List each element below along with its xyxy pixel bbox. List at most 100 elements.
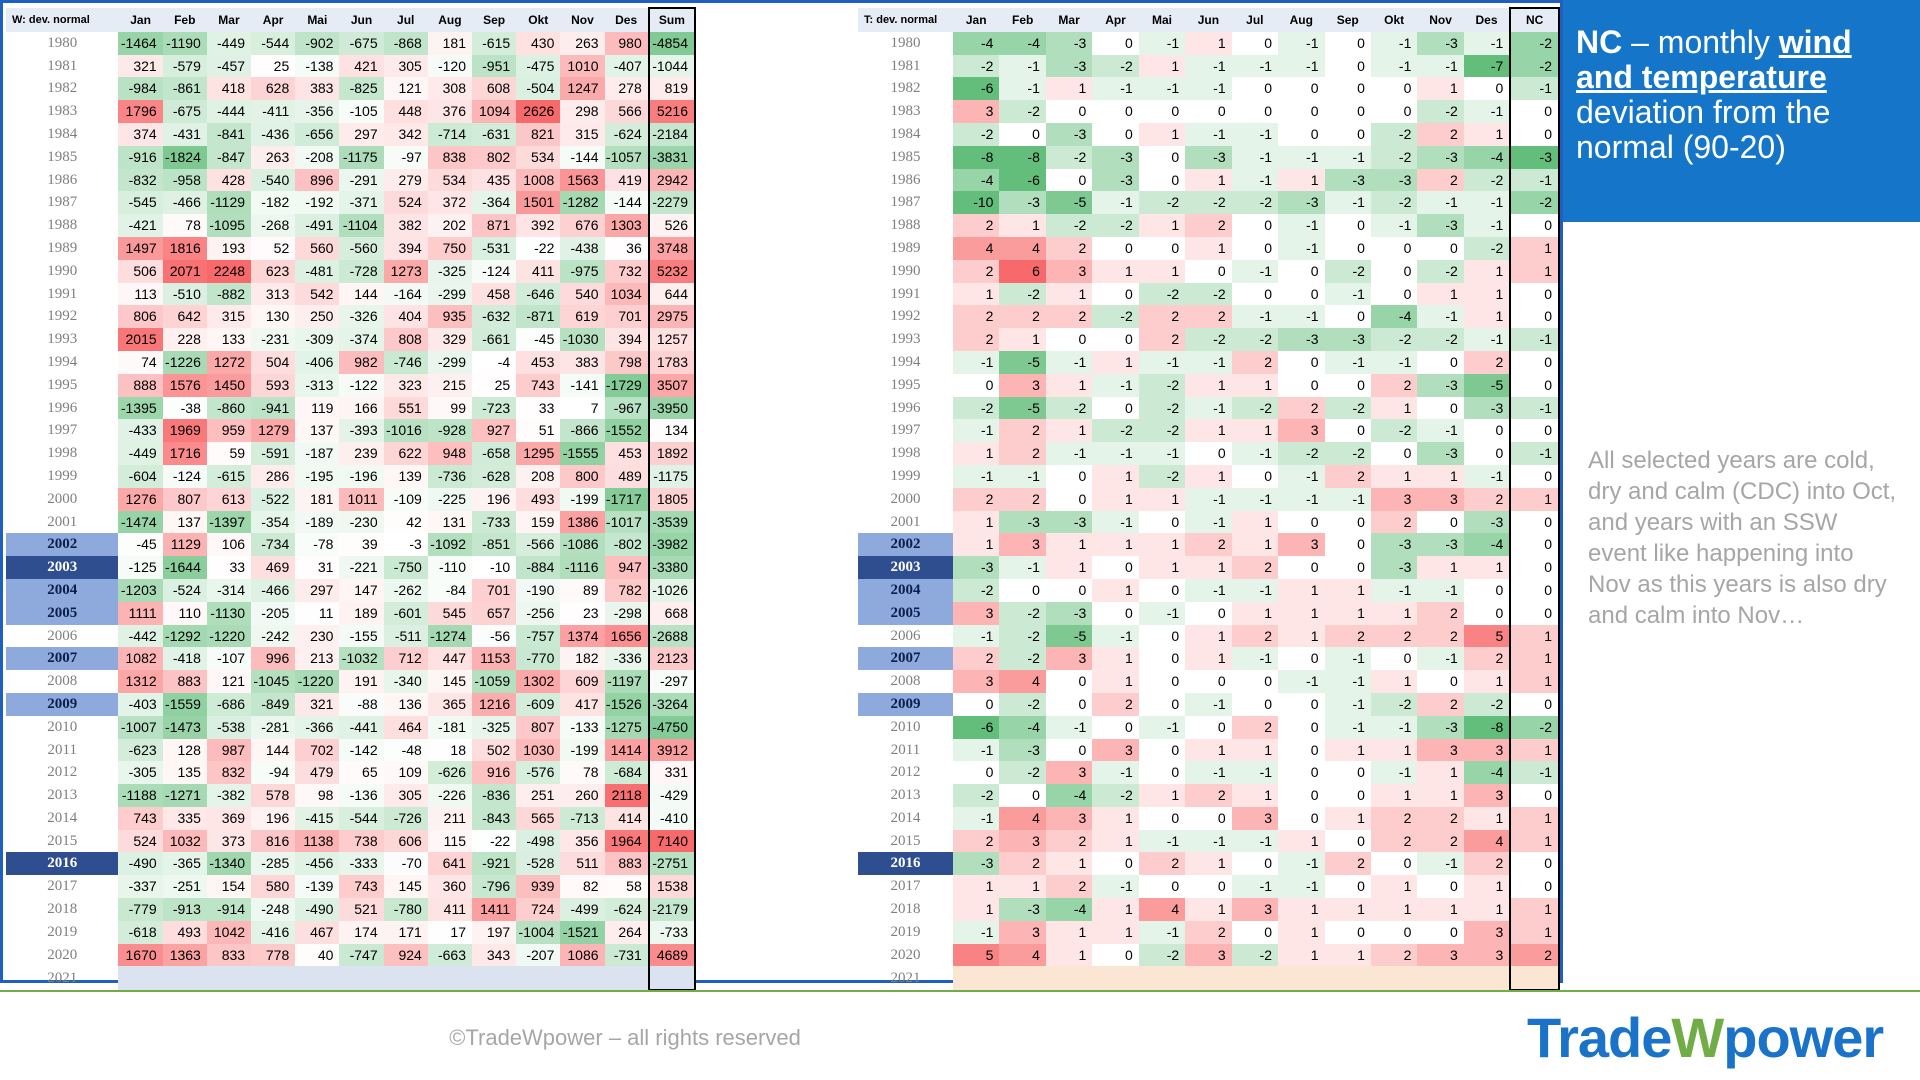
value-cell: 376 xyxy=(427,100,472,123)
value-cell: 0 xyxy=(1045,738,1093,762)
value-cell: 1 xyxy=(1463,282,1511,306)
value-cell: 418 xyxy=(206,77,252,101)
value-cell: 31 xyxy=(295,556,340,579)
value-cell: 1374 xyxy=(560,624,605,648)
value-cell xyxy=(999,966,1046,991)
value-cell: -2 xyxy=(1231,191,1279,215)
value-cell: 2 xyxy=(1045,305,1093,329)
sum-cell: 1 xyxy=(1509,920,1560,944)
value-cell: 3 xyxy=(1417,943,1464,967)
value-cell: 1 xyxy=(1231,738,1279,762)
value-cell: 51 xyxy=(516,419,561,443)
year-cell: 2001 xyxy=(47,513,78,530)
value-cell: -84 xyxy=(427,578,472,602)
value-cell: 1 xyxy=(1092,578,1139,602)
value-cell: 0 xyxy=(1231,852,1279,876)
value-cell: -528 xyxy=(516,852,561,876)
value-cell: 2248 xyxy=(206,259,252,283)
sum-cell: 0 xyxy=(1509,419,1560,443)
value-cell: 1094 xyxy=(471,100,517,123)
value-cell: 467 xyxy=(295,920,340,944)
value-cell: -1104 xyxy=(339,214,384,237)
value-cell: -1116 xyxy=(560,556,605,579)
value-cell: -604 xyxy=(118,464,163,488)
value-cell xyxy=(560,966,605,991)
wind-month-header: Feb xyxy=(162,8,207,32)
value-cell: 342 xyxy=(383,122,428,146)
value-cell: 3 xyxy=(1231,898,1279,921)
value-cell: -1086 xyxy=(560,533,605,557)
table-row: 2006 -442 -1292 -1220 -242 230 -155 -511 -1274 -5… xyxy=(6,624,697,648)
value-cell: 0 xyxy=(1045,328,1093,351)
value-cell: -6 xyxy=(953,715,1000,739)
value-cell: 0 xyxy=(1370,442,1418,465)
value-cell: 1 xyxy=(1185,852,1232,876)
value-cell: -1474 xyxy=(118,510,163,534)
value-cell: -3 xyxy=(1417,31,1464,55)
value-cell: 1964 xyxy=(604,829,649,853)
value-cell: 1 xyxy=(953,442,1000,465)
year-cell: 2004 xyxy=(858,578,953,602)
title-nc: NC xyxy=(1576,24,1623,60)
value-cell: -8 xyxy=(1463,715,1511,739)
value-cell: -1 xyxy=(1231,442,1279,465)
value-cell: 0 xyxy=(1278,77,1325,101)
value-cell: 1 xyxy=(1417,784,1464,807)
value-cell: 329 xyxy=(427,328,472,351)
value-cell: 2 xyxy=(1417,122,1464,146)
table-row: 2010 -6 -4 -1 0 -1 0 2 0 -1 -1 -3 -8 -2 xyxy=(858,715,1560,739)
value-cell: 419 xyxy=(604,168,649,192)
value-cell: -457 xyxy=(206,54,252,78)
value-cell: -444 xyxy=(206,100,252,123)
sum-cell: 1 xyxy=(1509,738,1560,762)
value-cell: -916 xyxy=(118,145,163,169)
value-cell: 1 xyxy=(1324,601,1371,625)
value-cell: -733 xyxy=(471,510,517,534)
table-row: 1996 -2 -5 -2 0 -2 -1 -2 2 -2 1 0 -3 -1 xyxy=(858,396,1560,420)
value-cell: 1 xyxy=(1185,624,1232,648)
value-cell: -1 xyxy=(953,464,1000,488)
value-cell: 3 xyxy=(1463,943,1511,967)
table-row: 2008 3 4 0 1 0 0 0 -1 -1 1 0 1 1 xyxy=(858,670,1560,693)
value-cell: -133 xyxy=(560,715,605,739)
year-cell: 1999 xyxy=(890,467,921,484)
value-cell: 239 xyxy=(339,442,384,465)
table-row: 2018 -779 -913 -914 -248 -490 521 -780 411 1411 72… xyxy=(6,898,697,921)
value-cell: -1 xyxy=(1185,122,1232,146)
wind-month-header: Apr xyxy=(251,8,296,32)
value-cell: 0 xyxy=(1045,100,1093,123)
value-cell: 1716 xyxy=(162,442,207,465)
value-cell: -1092 xyxy=(427,533,472,557)
value-cell: -411 xyxy=(251,100,296,123)
value-cell: 724 xyxy=(516,898,561,921)
value-cell: 2 xyxy=(1417,624,1464,648)
value-cell: -1 xyxy=(1324,145,1371,169)
value-cell: -1 xyxy=(1092,761,1139,785)
table-row: 1995 0 3 1 -1 -2 1 1 0 0 2 -3 -5 0 xyxy=(858,373,1560,397)
value-cell: 1411 xyxy=(471,898,517,921)
value-cell: 0 xyxy=(999,122,1046,146)
value-cell: 2 xyxy=(1278,396,1325,420)
table-row: 1991 1 -2 1 0 -2 -2 0 0 -1 0 1 1 0 xyxy=(858,282,1560,306)
value-cell: 3 xyxy=(1463,784,1511,807)
table-row: 1994 74 -1226 1272 504 -406 982 -746 -299 -4 453 38… xyxy=(6,350,697,374)
value-cell: 2 xyxy=(1231,556,1279,579)
value-cell: -281 xyxy=(251,715,296,739)
table-row: 2017 -337 -251 154 580 -139 743 145 360 -796 939 82… xyxy=(6,875,697,899)
sum-cell: 0 xyxy=(1509,875,1560,899)
value-cell: -796 xyxy=(471,875,517,899)
year-cell: 1985 xyxy=(47,148,78,165)
value-cell: 447 xyxy=(427,647,472,671)
value-cell: 2015 xyxy=(118,328,163,351)
table-row: 1986 -832 -958 428 -540 896 -291 279 534 435 1008 1… xyxy=(6,168,697,192)
value-cell: 1082 xyxy=(118,647,163,671)
value-cell: 1042 xyxy=(206,920,252,944)
table-row: 2008 1312 883 121 -1045 -1220 191 -340 145 -1059 1… xyxy=(6,670,697,693)
value-cell: -1 xyxy=(1231,122,1279,146)
value-cell: -56 xyxy=(471,624,517,648)
value-cell: 263 xyxy=(560,31,605,55)
value-cell: 453 xyxy=(604,442,649,465)
value-cell: 0 xyxy=(1185,806,1232,830)
tradewpower-logo: TradeWpower xyxy=(1527,1005,1884,1070)
value-cell: -192 xyxy=(295,191,340,215)
